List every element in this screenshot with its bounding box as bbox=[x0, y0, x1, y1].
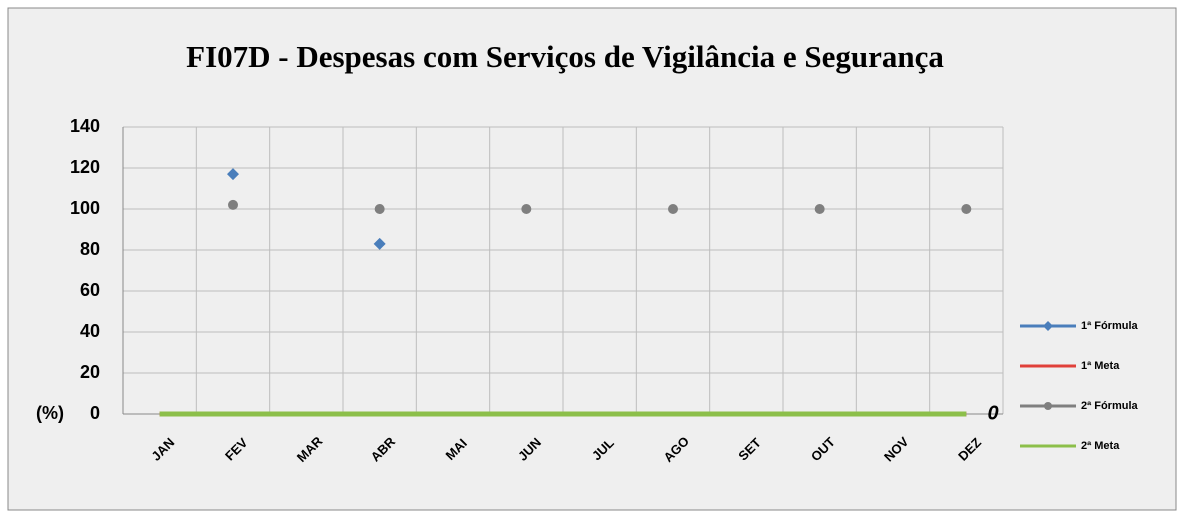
data-point bbox=[228, 199, 238, 210]
data-point bbox=[961, 204, 972, 214]
y-tick-label: 140 bbox=[70, 116, 100, 136]
legend-label: 2ª Fórmula bbox=[1081, 400, 1139, 412]
chart-title: FI07D - Despesas com Serviços de Vigilân… bbox=[186, 39, 944, 74]
data-point bbox=[373, 237, 386, 250]
y-tick-label: 120 bbox=[70, 157, 100, 177]
legend-marker bbox=[1044, 402, 1052, 410]
data-point bbox=[521, 204, 532, 214]
data-point bbox=[374, 204, 385, 214]
y-tick-label: 100 bbox=[70, 198, 100, 218]
y-tick-label: 80 bbox=[80, 239, 100, 259]
legend-marker bbox=[1043, 321, 1053, 331]
y-tick-label: 40 bbox=[80, 321, 100, 341]
legend-label: 1ª Meta bbox=[1081, 360, 1120, 372]
y-axis-label: (%) bbox=[36, 403, 64, 423]
annotation: 0 bbox=[987, 402, 998, 424]
chart-background bbox=[7, 7, 1177, 511]
data-point bbox=[227, 168, 239, 181]
legend-label: 1ª Fórmula bbox=[1081, 320, 1139, 332]
data-point bbox=[668, 204, 678, 214]
data-point bbox=[814, 204, 825, 214]
y-tick-label: 0 bbox=[90, 403, 100, 423]
y-tick-label: 60 bbox=[80, 280, 100, 300]
legend-label: 2ª Meta bbox=[1081, 440, 1120, 452]
y-tick-label: 20 bbox=[80, 362, 100, 382]
